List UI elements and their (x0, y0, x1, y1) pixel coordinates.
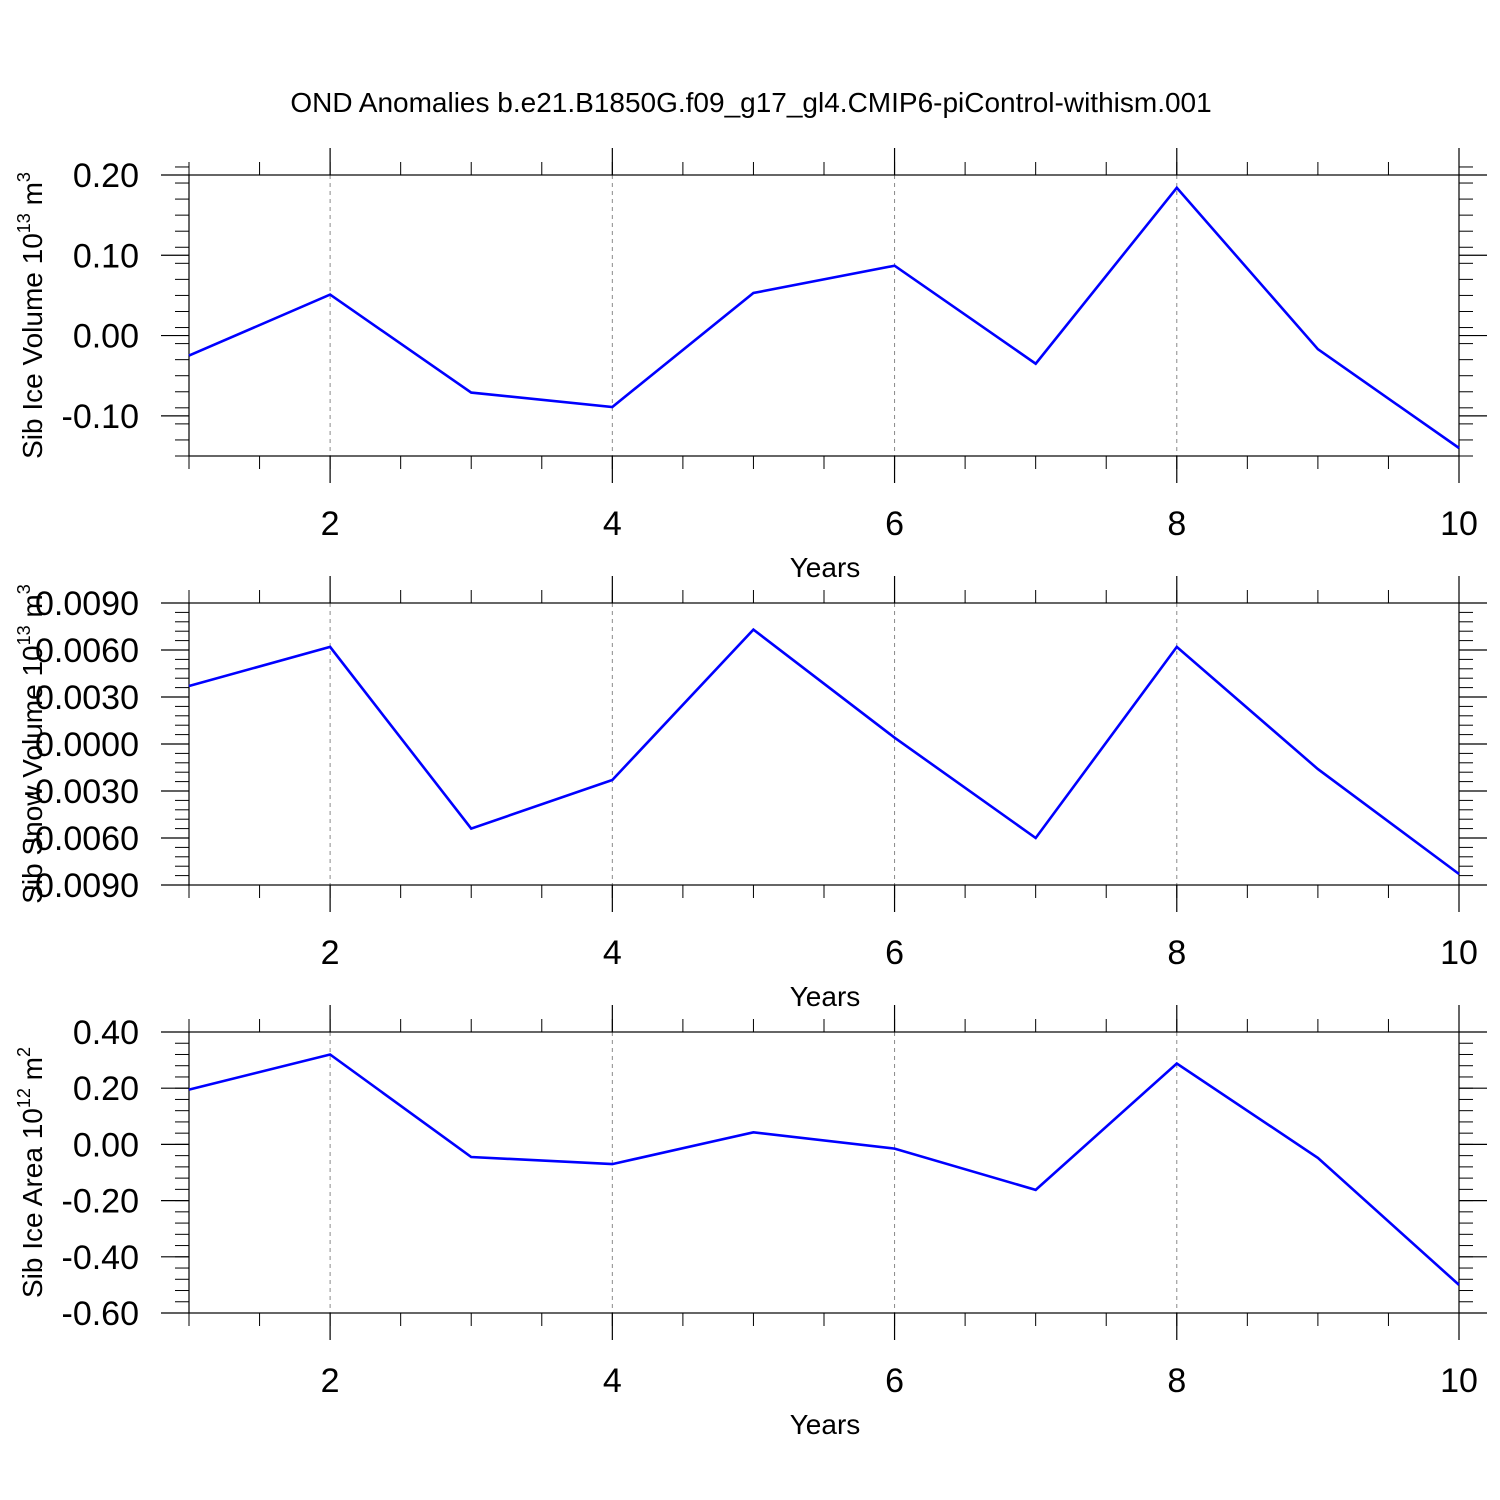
plot-frame (188, 174, 1460, 457)
y-axis-label: Sib Snow Volume 1013 m3 (14, 584, 48, 904)
y-tick-label: -0.0090 (24, 867, 139, 905)
x-tick-label: 2 (321, 505, 340, 543)
x-tick-label: 10 (1440, 505, 1478, 543)
y-tick-label: -0.10 (62, 398, 140, 436)
x-tick-label: 6 (885, 1362, 904, 1400)
x-tick-label: 4 (603, 934, 622, 972)
chart-panel-2: 2 4 6 8 10 0.0090 0.0060 0.0030 0.0000 -0.0030 -0.… (14, 576, 1487, 1012)
y-tick-label: -0.60 (62, 1295, 140, 1333)
x-axis-label: Years (790, 552, 861, 583)
series-line (188, 627, 1460, 876)
y-tick-label: 0.0090 (35, 585, 139, 623)
x-tick-label: 2 (321, 1362, 340, 1400)
x-tick-label: 8 (1167, 1362, 1186, 1400)
x-axis-label: Years (790, 1409, 861, 1440)
y-tick-label: 0.10 (73, 237, 139, 275)
chart-panel-1: 2 4 6 8 10 0.20 0.10 0.00 -0.10 Years Sib Ice Volu… (14, 148, 1487, 583)
y-tick-label: 0.0060 (35, 632, 139, 670)
y-axis-label: Sib Ice Area 1012 m2 (14, 1047, 48, 1298)
x-tick-label: 4 (603, 505, 622, 543)
y-tick-label: -0.0030 (24, 773, 139, 811)
x-axis-label: Years (790, 981, 861, 1012)
x-tick-label: 10 (1440, 1362, 1478, 1400)
chart-panel-3: 2 4 6 8 10 0.40 0.20 0.00 -0.20 -0.40 -0.60 Years Si… (14, 1005, 1487, 1440)
y-tick-label: -0.40 (62, 1239, 140, 1277)
plot-frame (188, 1031, 1460, 1314)
y-tick-label: 0.0000 (35, 726, 139, 764)
series-line (188, 185, 1460, 450)
plot-frame (188, 602, 1460, 886)
y-tick-label: 0.40 (73, 1014, 139, 1052)
y-tick-label: -0.0060 (24, 820, 139, 858)
figure-title: OND Anomalies b.e21.B1850G.f09_g17_gl4.C… (290, 87, 1211, 118)
x-tick-label: 4 (603, 1362, 622, 1400)
y-tick-label: 0.20 (73, 157, 139, 195)
series-line (188, 1053, 1460, 1286)
y-tick-label: 0.20 (73, 1070, 139, 1108)
y-tick-label: -0.20 (62, 1183, 140, 1221)
x-tick-label: 8 (1167, 934, 1186, 972)
y-axis-label: Sib Ice Volume 1013 m3 (14, 172, 48, 459)
y-tick-label: 0.00 (73, 318, 139, 356)
y-tick-label: 0.00 (73, 1126, 139, 1164)
panels-group: 2 4 6 8 10 0.20 0.10 0.00 -0.10 Years Sib Ice Volu… (14, 148, 1487, 1440)
y-tick-label: 0.0030 (35, 679, 139, 717)
x-tick-label: 2 (321, 934, 340, 972)
x-tick-label: 6 (885, 934, 904, 972)
x-tick-label: 6 (885, 505, 904, 543)
x-tick-label: 10 (1440, 934, 1478, 972)
x-tick-label: 8 (1167, 505, 1186, 543)
